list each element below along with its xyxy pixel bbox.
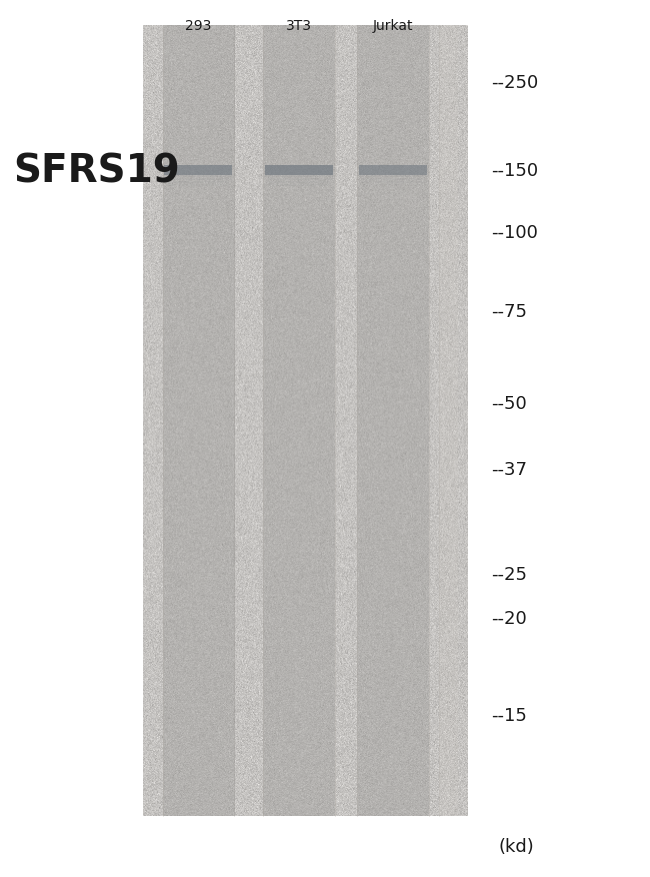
Bar: [359, 175, 427, 178]
Bar: [166, 179, 231, 182]
Bar: [263, 26, 335, 816]
Bar: [358, 26, 429, 816]
Bar: [361, 179, 426, 182]
Text: --75: --75: [491, 303, 526, 320]
Bar: [164, 175, 232, 178]
Text: 3T3: 3T3: [286, 19, 312, 33]
Bar: [265, 175, 333, 178]
Bar: [162, 26, 234, 816]
Bar: [268, 182, 330, 184]
Bar: [143, 26, 468, 816]
Bar: [164, 167, 232, 175]
Text: --20: --20: [491, 610, 526, 627]
Text: --25: --25: [491, 566, 526, 583]
Bar: [363, 184, 423, 187]
Bar: [168, 184, 228, 187]
Text: SFRS19: SFRS19: [13, 152, 180, 190]
Bar: [439, 26, 458, 816]
Text: --15: --15: [491, 706, 526, 724]
Text: 293: 293: [185, 19, 211, 33]
Bar: [266, 179, 332, 182]
Text: Jurkat: Jurkat: [373, 19, 413, 33]
Text: --250: --250: [491, 75, 538, 92]
Text: --50: --50: [491, 395, 526, 412]
Bar: [362, 182, 424, 184]
Bar: [359, 167, 427, 175]
Text: --100: --100: [491, 224, 538, 241]
Text: --150: --150: [491, 162, 538, 180]
Bar: [265, 167, 333, 175]
Bar: [269, 184, 329, 187]
Bar: [167, 182, 229, 184]
Text: (kd): (kd): [499, 838, 534, 856]
Text: --37: --37: [491, 460, 526, 478]
